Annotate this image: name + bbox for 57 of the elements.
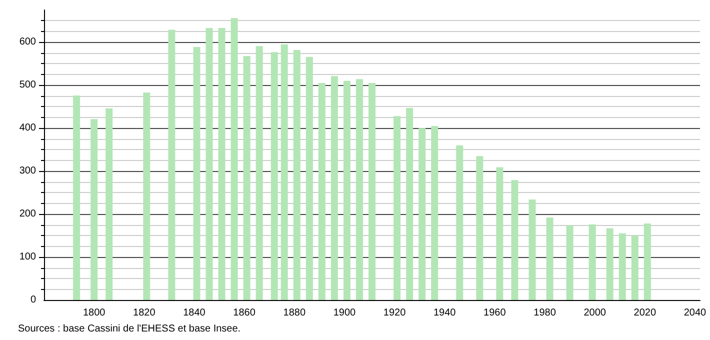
bar	[456, 145, 464, 300]
bar	[644, 224, 651, 300]
bar	[143, 92, 150, 300]
bar	[230, 18, 238, 300]
y-tick-label: 100	[19, 252, 36, 263]
y-tick-label: 400	[19, 122, 36, 134]
bar	[280, 44, 288, 300]
bar	[394, 116, 401, 300]
bar	[528, 199, 536, 300]
y-tick-label: 600	[19, 36, 36, 48]
bar	[546, 218, 554, 300]
bar	[406, 108, 414, 300]
bar	[606, 228, 614, 300]
bar	[496, 167, 504, 300]
x-tick-label: 1980	[534, 308, 556, 318]
bar	[566, 225, 574, 300]
bar	[343, 80, 350, 300]
bar	[256, 46, 263, 300]
bar	[356, 79, 363, 300]
y-tick-label: 0	[30, 294, 36, 306]
bar	[293, 50, 300, 300]
y-tick-label: 500	[19, 80, 36, 91]
x-tick-label: 2040	[684, 308, 707, 318]
bar	[618, 233, 626, 300]
bar	[431, 126, 438, 300]
x-tick-label: 1920	[383, 308, 406, 318]
y-tick-label: 200	[19, 208, 36, 220]
bar	[588, 224, 596, 300]
y-tick-label: 300	[19, 166, 36, 177]
bar	[306, 56, 313, 300]
x-tick-label: 1800	[82, 308, 106, 318]
x-tick-label: 1840	[183, 308, 206, 318]
x-tick-label: 2020	[634, 308, 656, 318]
bar	[330, 76, 338, 300]
x-tick-label: 2000	[584, 308, 606, 318]
source-note: Sources : base Cassini de l'EHESS et base Insee.	[18, 324, 241, 334]
bar	[270, 52, 278, 300]
x-tick-label: 1820	[133, 308, 156, 318]
bar	[218, 28, 226, 300]
bar	[106, 108, 113, 300]
bar	[368, 83, 376, 300]
bar	[318, 83, 326, 300]
bar	[476, 156, 484, 300]
x-tick-label: 1860	[233, 308, 256, 318]
bar	[90, 119, 98, 300]
bar	[631, 236, 638, 300]
bar	[511, 180, 518, 300]
x-tick-label: 1960	[484, 308, 506, 318]
bar	[243, 56, 250, 300]
bar	[418, 128, 426, 300]
x-tick-label: 1940	[433, 308, 456, 318]
bar	[206, 28, 213, 300]
bar	[73, 95, 80, 300]
x-tick-label: 1880	[283, 308, 306, 318]
x-tick-label: 1900	[333, 308, 356, 318]
bar	[168, 30, 176, 300]
bar	[193, 46, 200, 300]
